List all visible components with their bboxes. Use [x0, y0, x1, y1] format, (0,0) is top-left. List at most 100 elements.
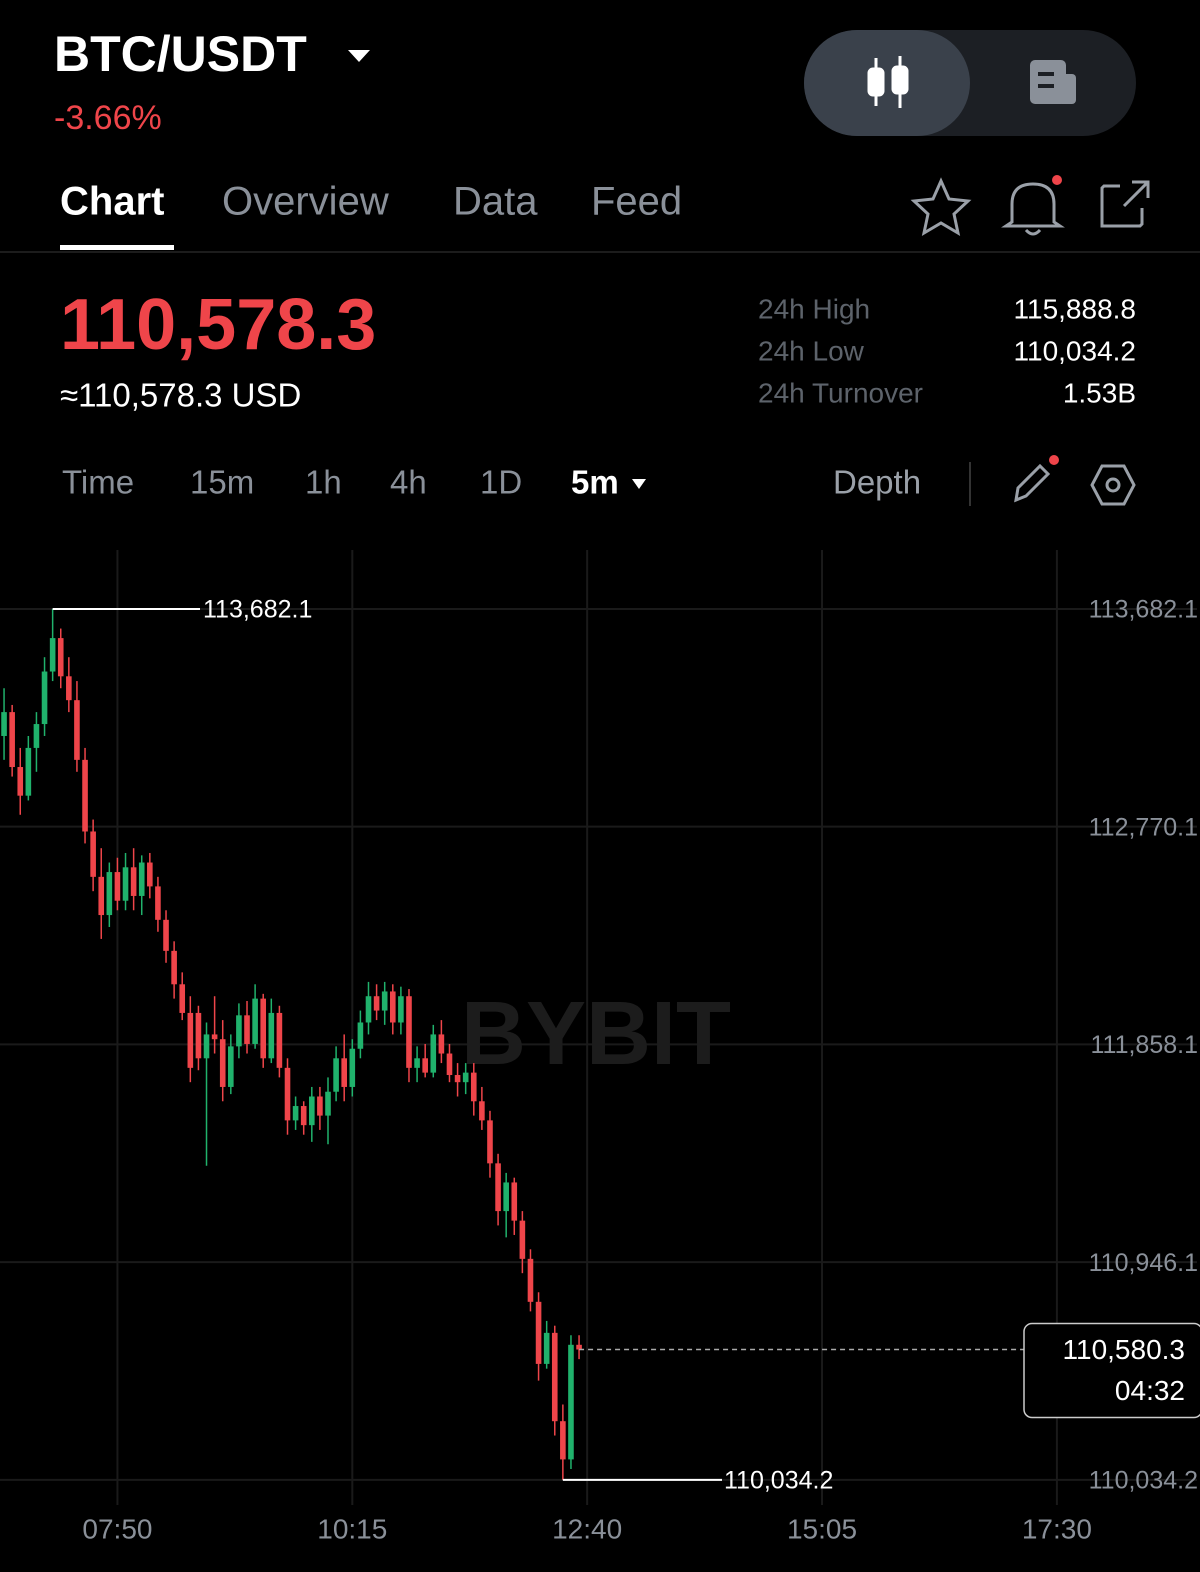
- candle-body: [381, 991, 388, 1011]
- x-tick-label: 15:05: [787, 1513, 857, 1544]
- interval[interactable]: 1D: [480, 464, 522, 501]
- interval[interactable]: Time: [62, 464, 134, 501]
- view-toggle[interactable]: [804, 30, 1136, 136]
- candle-body: [398, 996, 404, 1023]
- toggle-active: [804, 30, 970, 136]
- candle-body: [422, 1058, 428, 1073]
- countdown: 04:32: [1115, 1375, 1185, 1406]
- y-tick-label: 110,946.1: [1089, 1249, 1198, 1277]
- interval[interactable]: 4h: [390, 464, 427, 501]
- last-price-box: [1023, 1322, 1200, 1419]
- candle-body: [171, 950, 177, 985]
- x-tick-label: 17:30: [1022, 1513, 1092, 1544]
- candle-body: [543, 1332, 550, 1364]
- candle-body: [333, 1058, 339, 1092]
- candle-body: [236, 1015, 242, 1047]
- watermark: BYBIT: [461, 984, 731, 1084]
- price-usd: ≈110,578.3 USD: [60, 377, 301, 414]
- y-tick-label: 112,770.1: [1089, 813, 1198, 841]
- candle-body: [138, 862, 145, 896]
- pair-dropdown[interactable]: [348, 50, 370, 62]
- candle-body: [187, 1012, 194, 1068]
- candle-body: [462, 1072, 469, 1083]
- candle-body: [511, 1182, 518, 1221]
- interval[interactable]: 1h: [305, 464, 342, 501]
- x-tick-label: 07:50: [82, 1513, 152, 1544]
- y-tick-label: 111,858.1: [1090, 1031, 1198, 1059]
- candle-body: [317, 1096, 323, 1116]
- star-icon[interactable]: [910, 177, 972, 237]
- share-icon[interactable]: [1100, 180, 1150, 228]
- candle-body: [195, 1012, 202, 1059]
- candle-body: [219, 1039, 226, 1087]
- draw-icon[interactable]: [1014, 455, 1059, 503]
- candle-body: [454, 1075, 461, 1083]
- candle-icon: [867, 56, 909, 108]
- candle-body: [309, 1096, 315, 1126]
- candle-body: [284, 1067, 291, 1121]
- candle-body: [147, 862, 153, 887]
- candle-body: [1, 712, 7, 736]
- candle-body: [155, 886, 161, 920]
- candle-body: [203, 1034, 210, 1059]
- tab[interactable]: Feed: [591, 180, 682, 224]
- interval[interactable]: 5m: [571, 464, 619, 501]
- candle-body: [9, 712, 15, 768]
- y-tick-label: 110,034.2: [1089, 1466, 1198, 1494]
- candle-body: [430, 1034, 437, 1073]
- candle-body: [41, 671, 48, 725]
- candle-body: [438, 1034, 445, 1054]
- last-price: 110,578.3: [60, 285, 376, 365]
- candle-body: [211, 1034, 218, 1040]
- candle-body: [25, 747, 32, 796]
- candle-body: [479, 1101, 485, 1121]
- candle-body: [130, 867, 137, 896]
- tab-underline: [60, 245, 174, 250]
- candle-body: [268, 1012, 275, 1059]
- candle-body: [82, 759, 88, 832]
- y-tick-label: 113,682.1: [1089, 596, 1198, 624]
- candle-body: [292, 1106, 299, 1121]
- stat-value: 115,888.8: [1014, 293, 1137, 324]
- candle-body: [90, 831, 96, 877]
- stat-label: 24h Low: [758, 335, 865, 366]
- candle-body: [373, 996, 380, 1011]
- article-icon: [1030, 60, 1076, 104]
- pair[interactable]: BTC/USDT: [54, 26, 307, 82]
- candle-body: [365, 996, 372, 1023]
- interval[interactable]: 15m: [190, 464, 254, 501]
- tab[interactable]: Chart: [60, 180, 164, 224]
- candle-body: [349, 1048, 356, 1087]
- candle-body: [576, 1344, 582, 1350]
- candle-body: [106, 872, 113, 916]
- candle-body: [527, 1258, 534, 1302]
- interval-dropdown[interactable]: [632, 479, 646, 489]
- candle-body: [357, 1022, 364, 1049]
- candle-body: [551, 1332, 558, 1422]
- candle-body: [560, 1421, 566, 1460]
- candle-body: [519, 1220, 526, 1259]
- depth-tab[interactable]: Depth: [833, 464, 921, 501]
- candle-body: [260, 998, 267, 1059]
- candle-body: [276, 1012, 283, 1068]
- candle-body: [470, 1072, 477, 1102]
- candle-body: [341, 1058, 347, 1087]
- candle-body: [17, 767, 24, 796]
- settings-icon[interactable]: [1090, 464, 1136, 506]
- candle-body: [228, 1046, 234, 1087]
- candle-body: [98, 876, 105, 916]
- x-tick-label: 12:40: [552, 1513, 622, 1544]
- tab[interactable]: Data: [453, 180, 538, 224]
- candle-body: [414, 1058, 420, 1068]
- candle-body: [300, 1106, 307, 1126]
- candle-body: [163, 919, 169, 951]
- candle-body: [244, 1015, 250, 1044]
- candle-body: [406, 996, 412, 1068]
- candle-body: [252, 998, 258, 1044]
- tab[interactable]: Overview: [222, 180, 389, 224]
- candle-body: [568, 1344, 574, 1460]
- stat-value: 110,034.2: [1014, 335, 1137, 366]
- candle-body: [325, 1091, 331, 1116]
- bell-icon[interactable]: [1001, 175, 1065, 236]
- candle-body: [535, 1301, 542, 1364]
